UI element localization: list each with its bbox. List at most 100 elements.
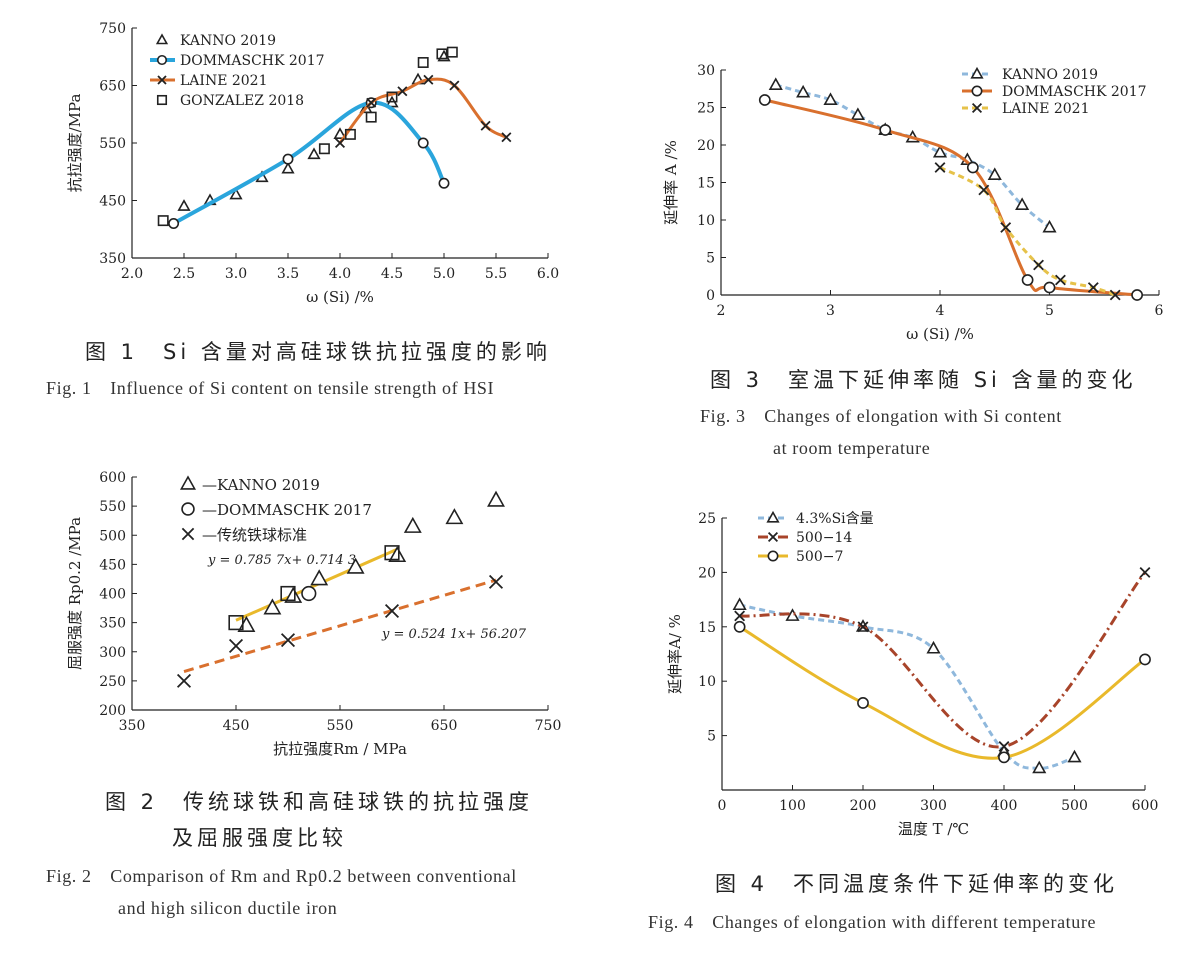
data-point-x <box>734 610 746 622</box>
legend-marker <box>181 502 195 516</box>
legend-label: 4.3%Si含量 <box>796 511 874 527</box>
y-tick-label: 20 <box>697 138 715 154</box>
x-axis-label: ω (Si) /% <box>906 325 974 343</box>
legend-label: DOMMASCHK 2017 <box>180 53 325 69</box>
y-tick-label: 25 <box>698 511 716 527</box>
x-tick-label: 600 <box>1132 798 1159 814</box>
figure-1-caption-en: Fig. 1 Influence of Si content on tensil… <box>46 378 495 398</box>
data-point-x <box>488 574 504 589</box>
series-line <box>338 77 508 144</box>
figure-2-caption-en-1: Fig. 2 Comparison of Rm and Rp0.2 betwee… <box>46 866 517 886</box>
figure-1-chart: 2.0 2.5 3.0 3.5 4.0 4.5 5.0 5.5 6.0 350 450 550 650 7… <box>66 21 559 306</box>
x-tick-label: 100 <box>779 798 806 814</box>
data-point-x <box>423 74 434 85</box>
data-point-circle <box>301 585 317 602</box>
x-tick-label: 400 <box>991 798 1018 814</box>
data-point-square <box>386 91 398 103</box>
figure-3-caption-en-1: Fig. 3 Changes of elongation with Si con… <box>700 406 1062 426</box>
data-point-circle <box>438 177 450 189</box>
figure-3-chart: 2 3 4 5 6 0 5 10 15 20 25 30 ω (Si) /% 延伸率 A /% KANNO … <box>662 63 1164 343</box>
legend-marker <box>971 85 983 97</box>
x-tick-label: 3 <box>826 303 835 319</box>
data-point-circle <box>417 137 429 149</box>
data-point-triangle <box>333 127 347 140</box>
series-dommaschk-2017 <box>301 585 317 602</box>
series-4-3-si含量 <box>732 597 1082 774</box>
data-point-circle <box>733 620 746 633</box>
legend-marker <box>970 66 984 79</box>
data-point-x <box>397 86 408 97</box>
data-point-square <box>318 143 330 155</box>
data-point-triangle <box>796 84 811 98</box>
x-tick-label: 2.5 <box>173 266 195 282</box>
data-point-x <box>857 621 869 633</box>
fit-equation-1: y = 0.785 7x+ 0.714 3 <box>207 553 356 568</box>
data-point-x <box>384 603 400 619</box>
series-gonzalez-2018 <box>157 46 458 227</box>
data-point-x <box>978 184 990 196</box>
legend-marker <box>767 531 779 543</box>
data-point-x <box>228 638 244 653</box>
data-point-triangle <box>1067 749 1082 763</box>
series-line <box>739 603 1076 770</box>
x-tick-label: 2 <box>717 303 726 319</box>
data-point-circle <box>1131 289 1143 301</box>
data-point-circle <box>282 153 294 165</box>
series-laine-2021 <box>334 74 512 149</box>
legend-label: GONZALEZ 2018 <box>180 93 304 109</box>
data-point-x <box>1033 259 1044 271</box>
y-tick-label: 5 <box>707 729 716 745</box>
legend-marker <box>767 550 779 562</box>
data-point-triangle <box>1042 219 1057 233</box>
data-point-triangle <box>263 598 282 615</box>
data-point-circle <box>998 751 1010 764</box>
x-tick-label: 750 <box>535 718 562 734</box>
x-tick-label: 300 <box>920 798 947 814</box>
y-tick-label: 0 <box>706 288 715 304</box>
series-500-7 <box>733 620 1151 764</box>
data-point-x <box>934 162 946 173</box>
data-point-circle <box>1021 274 1034 286</box>
data-point-triangle <box>388 545 407 563</box>
data-point-triangle <box>346 557 365 574</box>
data-point-square <box>384 545 400 561</box>
data-point-triangle <box>768 77 783 91</box>
legend-label: 500−14 <box>796 530 852 546</box>
series-kanno-2019 <box>237 490 505 632</box>
x-tick-label: 6 <box>1155 303 1164 319</box>
legend-marker <box>179 475 197 490</box>
y-tick-label: 350 <box>99 251 126 267</box>
legend: 4.3%Si含量 500−14 500−7 <box>758 510 874 565</box>
data-point-square <box>446 46 458 58</box>
data-point-x <box>480 120 491 131</box>
legend-marker <box>181 527 195 541</box>
legend-label: KANNO 2019 <box>1002 67 1098 83</box>
legend: KANNO 2019 DOMMASCHK 2017 LAINE 2021 GONZAL… <box>150 33 325 109</box>
data-point-circle <box>879 124 892 136</box>
data-point-square <box>228 615 244 631</box>
y-tick-label: 25 <box>697 101 715 117</box>
legend-marker <box>155 33 169 45</box>
legend-label: —DOMMASCHK 2017 <box>202 501 372 519</box>
x-tick-label: 350 <box>119 718 146 734</box>
y-tick-label: 10 <box>697 213 715 229</box>
y-tick-label: 5 <box>706 251 715 267</box>
x-tick-label: 4 <box>936 303 945 319</box>
x-tick-label: 0 <box>718 798 727 814</box>
figure-3-caption-en-2: at room temperature <box>773 438 931 458</box>
data-point-x <box>1000 222 1012 233</box>
y-tick-label: 350 <box>99 616 126 632</box>
series-laine-2021 <box>934 162 1121 301</box>
figure-2-caption-cn-1: 图 2 传统球铁和高硅球铁的抗拉强度 <box>105 790 534 814</box>
data-point-triangle <box>1015 197 1030 210</box>
y-tick-label: 500 <box>99 528 126 544</box>
legend-label: LAINE 2021 <box>1002 101 1090 117</box>
data-point-triangle <box>487 490 505 507</box>
legend-marker <box>156 54 168 66</box>
x-tick-label: 500 <box>1061 798 1088 814</box>
data-point-triangle <box>229 187 243 200</box>
data-point-x <box>334 137 346 149</box>
figure-4-caption-cn: 图 4 不同温度条件下延伸率的变化 <box>715 872 1119 896</box>
x-axis-label: 抗拉强度Rm / MPa <box>273 740 407 758</box>
